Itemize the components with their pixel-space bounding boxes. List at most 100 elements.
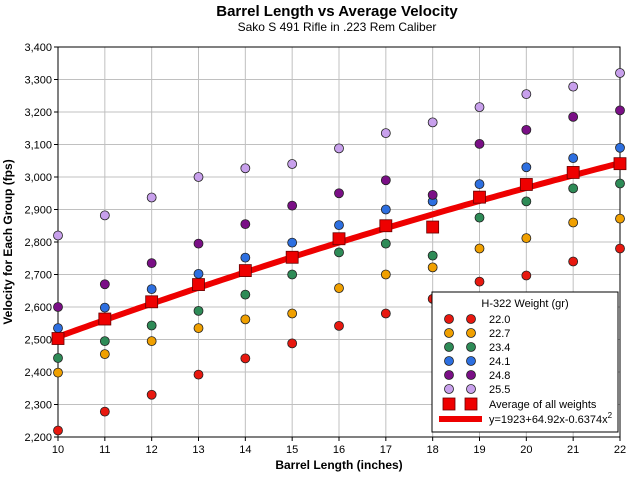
data-point-22-7 [521,233,532,244]
x-tick-label: 10 [52,444,64,456]
legend-label: Average of all weights [489,399,597,411]
legend-marker-average [442,397,456,411]
data-point-22-7 [427,262,438,273]
average-point [566,166,580,179]
y-tick-label: 2,800 [24,237,52,249]
legend-marker [466,314,476,324]
data-point-25-5 [287,159,298,169]
legend-title: H-322 Weight (gr) [481,298,568,310]
data-point-24-1 [334,220,344,231]
data-point-25-5 [380,128,391,139]
legend-trendline-label: y=1923+64.92x-0.6374x2 [489,411,613,426]
legend-marker [444,384,454,394]
chart-subtitle: Sako S 491 Rifle in .223 Rem Caliber [238,20,437,34]
average-point [238,264,252,278]
data-point-24-1 [53,323,63,334]
data-point-25-5 [521,89,532,100]
average-point [51,332,65,345]
data-point-22-0 [474,276,485,287]
data-point-22-7 [568,217,579,228]
data-point-25-5 [474,102,485,113]
data-point-22-7 [240,314,251,325]
x-tick-label: 18 [427,444,439,456]
data-point-25-5 [568,81,579,92]
data-point-22-0 [53,425,63,436]
x-tick-label: 11 [99,444,110,456]
legend-label: 22.7 [489,328,510,340]
data-point-24-1 [474,179,485,190]
data-point-23-4 [99,336,110,347]
trendline-exponent: 2 [608,411,613,420]
legend-label: 23.4 [489,342,510,354]
data-point-23-4 [380,238,391,249]
average-point [613,157,627,171]
y-tick-label: 3,000 [24,172,52,184]
data-point-25-5 [193,172,204,182]
y-tick-label: 2,900 [24,205,52,217]
data-point-23-4 [193,305,204,316]
data-point-24-8 [521,124,532,135]
legend-marker [466,370,476,380]
data-point-23-4 [568,183,579,194]
y-tick-label: 2,200 [24,432,52,444]
data-point-25-5 [146,192,157,203]
legend-marker [444,314,454,324]
x-tick-label: 15 [286,444,298,456]
legend-marker [444,328,454,338]
data-point-22-7 [474,243,485,254]
data-point-24-1 [193,268,204,279]
data-point-22-0 [521,270,532,281]
legend-marker [444,342,454,352]
average-point [285,250,299,264]
data-point-22-0 [334,320,344,331]
x-tick-label: 13 [192,444,204,456]
data-point-22-7 [53,367,63,378]
average-point [426,220,440,234]
data-point-25-5 [99,210,110,221]
legend-marker [444,356,454,366]
data-point-24-8 [146,258,157,269]
data-point-22-0 [568,256,579,267]
legend-marker [466,384,476,394]
chart-title: Barrel Length vs Average Velocity [216,3,458,20]
data-point-24-1 [615,142,625,153]
x-tick-label: 21 [567,444,579,456]
data-point-24-1 [287,237,298,248]
data-point-24-8 [53,302,63,312]
average-point [473,190,486,204]
data-point-23-4 [53,353,63,363]
x-tick-label: 12 [146,444,158,456]
y-tick-label: 3,100 [24,140,52,152]
data-point-24-8 [568,111,579,122]
average-point [332,232,346,246]
data-point-23-4 [240,289,251,300]
data-point-22-0 [99,406,110,417]
y-tick-label: 3,400 [24,42,52,54]
y-tick-label: 3,300 [24,75,52,87]
data-point-24-1 [240,252,251,263]
average-point [519,178,533,191]
data-point-24-1 [380,204,391,215]
x-tick-label: 14 [239,444,251,456]
y-tick-label: 2,400 [24,367,52,379]
data-point-23-4 [287,269,298,280]
data-point-22-0 [146,389,157,400]
data-point-22-7 [334,283,344,294]
trendline-equation: y=1923+64.92x-0.6374x [489,414,608,426]
y-tick-label: 2,300 [24,400,52,412]
x-tick-label: 17 [380,444,392,456]
legend-label: 25.5 [489,384,510,396]
data-point-22-0 [193,369,204,380]
legend-label: 24.8 [489,370,510,382]
x-tick-label: 19 [473,444,485,456]
legend-label: 24.1 [489,356,510,368]
data-point-24-8 [193,238,204,249]
data-point-24-8 [334,188,344,199]
data-point-23-4 [474,212,485,223]
average-point [192,278,205,291]
data-point-22-7 [287,308,298,319]
data-point-24-8 [427,189,438,200]
data-point-22-7 [193,323,204,334]
data-point-23-4 [615,178,625,189]
data-point-23-4 [146,320,157,331]
